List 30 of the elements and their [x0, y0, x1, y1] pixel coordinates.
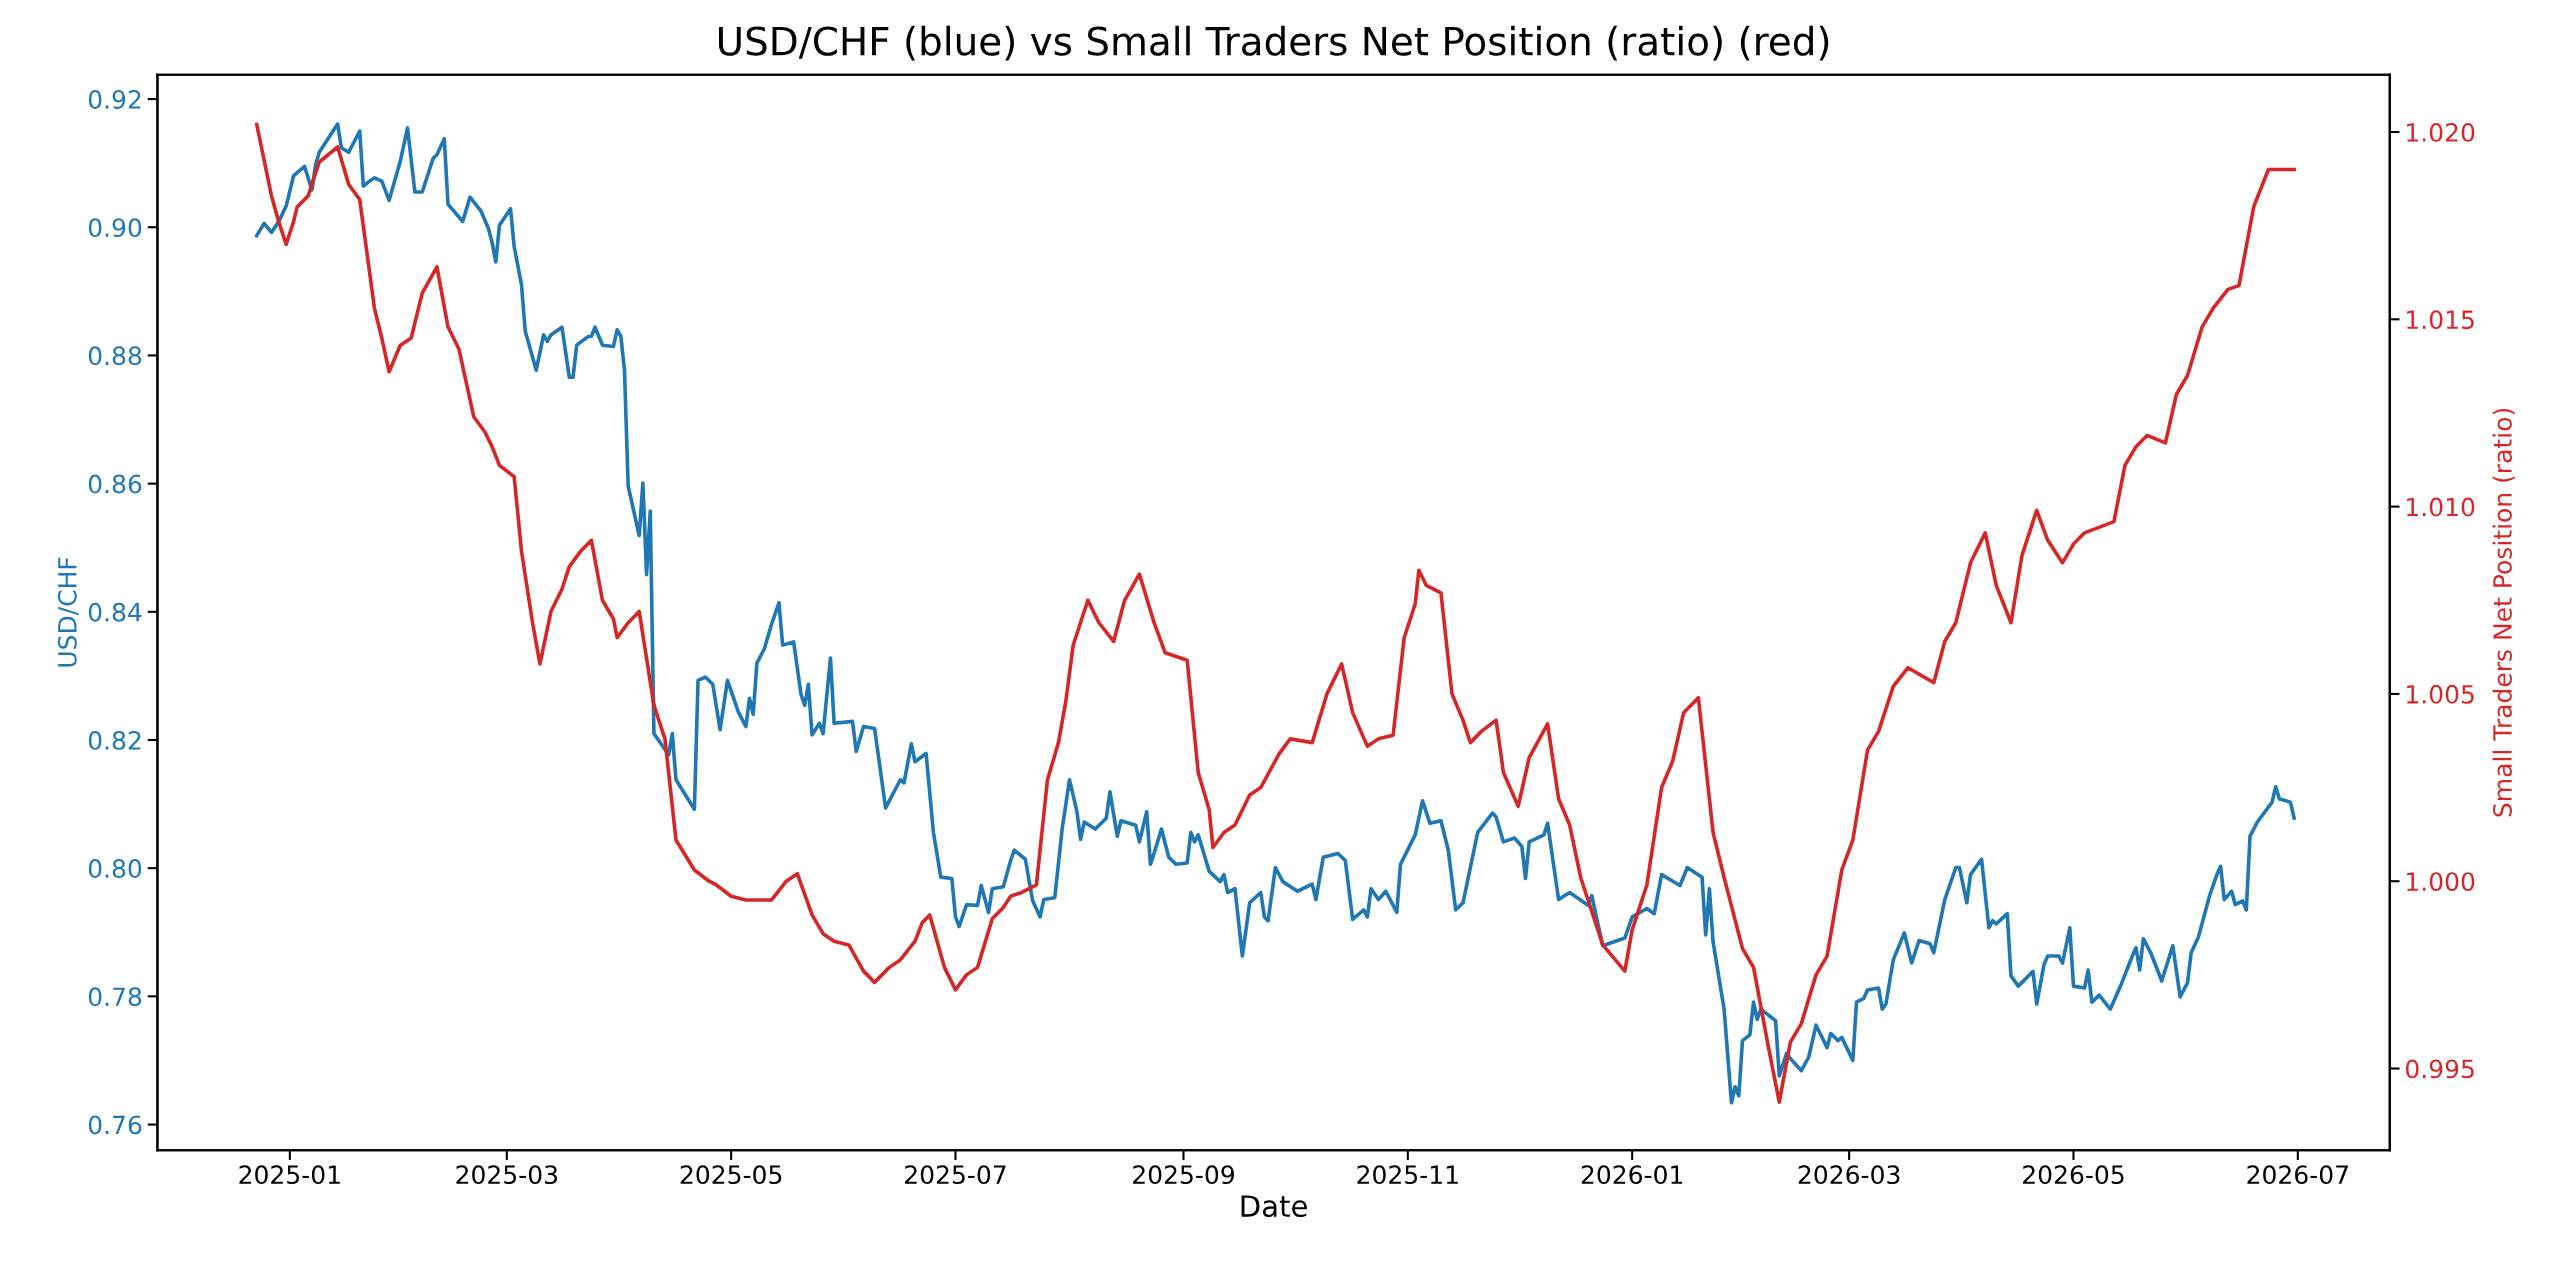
- y2-tick-label: 1.005: [2407, 684, 2474, 704]
- y-tick-label: 0.82: [88, 730, 141, 750]
- chart-title: USD/CHF (blue) vs Small Traders Net Position (ratio) (red): [718, 25, 1829, 61]
- y2-tick-label: 1.000: [2407, 872, 2475, 892]
- y-tick-label: 0.78: [88, 987, 142, 1007]
- y-tick-label: 0.80: [88, 859, 142, 879]
- y-axis-title: USD/CHF: [57, 557, 79, 667]
- x-tick-label: 2025-03: [456, 1165, 558, 1185]
- y2-tick-label: 1.010: [2407, 497, 2475, 517]
- y2-tick-label: 1.015: [2407, 310, 2474, 330]
- x-tick-label: 2025-01: [239, 1165, 340, 1185]
- y2-axis-title: Small Traders Net Position (ratio): [2492, 408, 2515, 817]
- y2-tick-label: 1.020: [2407, 122, 2475, 142]
- x-tick-label: 2025-07: [905, 1165, 1006, 1185]
- y-tick-label: 0.90: [88, 218, 142, 238]
- x-tick-label: 2025-11: [1357, 1165, 1458, 1185]
- x-tick-label: 2026-07: [2247, 1165, 2348, 1185]
- x-tick-label: 2025-09: [1133, 1165, 1234, 1185]
- x-axis-title: Date: [1241, 1195, 1307, 1218]
- y-tick-label: 0.76: [88, 1115, 142, 1135]
- line-series: [254, 122, 2296, 1105]
- y-tick-label: 0.92: [88, 90, 141, 109]
- y2-tick-label: 0.995: [2405, 1059, 2474, 1079]
- x-tick-label: 2026-05: [2023, 1165, 2124, 1185]
- y-tick-label: 0.86: [88, 474, 142, 494]
- x-tick-label: 2026-01: [1581, 1165, 1683, 1185]
- y-tick-label: 0.88: [88, 346, 142, 366]
- y-tick-label: 0.84: [88, 602, 142, 622]
- x-tick-label: 2025-05: [680, 1165, 782, 1185]
- x-tick-label: 2026-03: [1798, 1165, 1900, 1185]
